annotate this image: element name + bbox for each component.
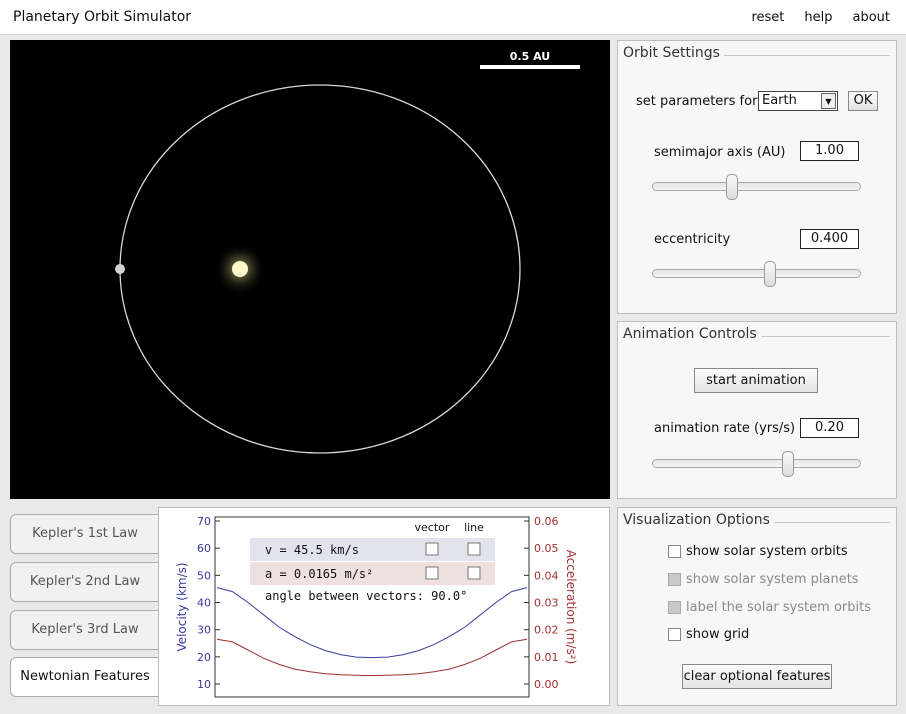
newtonian-panel: Velocity (km/s) Acceleration (m/s²) 70 60…: [158, 507, 610, 706]
app-title: Planetary Orbit Simulator: [13, 9, 192, 25]
top-menu: reset help about: [751, 10, 890, 25]
scale-label: 0.5 AU: [510, 50, 550, 63]
semimajor-label: semimajor axis (AU): [654, 145, 786, 160]
y2-tick-label: 0.02: [534, 624, 559, 637]
title-bar: Planetary Orbit Simulator reset help abo…: [0, 0, 906, 35]
panel-rule: [772, 522, 890, 523]
semimajor-slider[interactable]: [652, 182, 861, 191]
semimajor-input[interactable]: 1.00: [800, 141, 859, 161]
planet-select[interactable]: Earth ▼: [758, 91, 838, 111]
animation-rate-slider[interactable]: [652, 459, 861, 468]
panel-rule: [758, 336, 890, 337]
planet[interactable]: [115, 264, 125, 274]
planet-select-value: Earth: [762, 93, 797, 108]
clear-optional-features-button[interactable]: clear optional features: [682, 664, 832, 689]
y2-tick-label: 0.06: [534, 515, 559, 528]
orbit-view[interactable]: 0.5 AU: [10, 40, 610, 499]
panel-rule: [718, 55, 890, 56]
acceleration-series-line: [216, 638, 528, 677]
y-tick-label: 70: [197, 515, 211, 528]
newtonian-chart: Velocity (km/s) Acceleration (m/s²) 70 60…: [175, 515, 578, 698]
show-grid-label[interactable]: show grid: [686, 627, 750, 642]
y2-axis-label: Acceleration (m/s²): [564, 550, 578, 665]
sun: [232, 261, 248, 277]
tab-keplers-3rd-law[interactable]: Kepler's 3rd Law: [10, 610, 160, 650]
y-tick-label: 30: [197, 624, 211, 637]
y2-tick-label: 0.05: [534, 542, 559, 555]
y2-tick-label: 0.00: [534, 678, 559, 691]
about-link[interactable]: about: [852, 10, 890, 25]
orbit-ellipse: [119, 84, 521, 454]
acceleration-line-checkbox[interactable]: [467, 566, 481, 580]
y-tick-label: 40: [197, 597, 211, 610]
y-tick-label: 60: [197, 542, 211, 555]
reset-link[interactable]: reset: [751, 10, 785, 25]
velocity-line-checkbox[interactable]: [467, 542, 481, 556]
label-solar-orbits-label: label the solar system orbits: [686, 600, 871, 615]
set-params-label: set parameters for:: [636, 94, 762, 109]
animation-rate-label: animation rate (yrs/s): [654, 421, 796, 436]
y-tick-label: 10: [197, 678, 211, 691]
show-solar-planets-label: show solar system planets: [686, 572, 859, 587]
help-link[interactable]: help: [804, 10, 833, 25]
show-solar-orbits-label[interactable]: show solar system orbits: [686, 544, 848, 559]
orbit-settings-title: Orbit Settings: [623, 45, 724, 61]
orbit-settings-panel: Orbit Settings set parameters for: Earth…: [617, 40, 897, 314]
scale-bar: [480, 65, 580, 69]
eccentricity-input[interactable]: 0.400: [800, 229, 859, 249]
show-solar-orbits-checkbox[interactable]: [668, 545, 681, 558]
y-tick-label: 20: [197, 651, 211, 664]
semimajor-slider-thumb[interactable]: [726, 174, 738, 200]
angle-readout: angle between vectors: 90.0°: [265, 589, 467, 603]
tab-keplers-2nd-law[interactable]: Kepler's 2nd Law: [10, 562, 160, 602]
show-solar-planets-checkbox: [668, 573, 681, 586]
animation-controls-title: Animation Controls: [623, 326, 761, 342]
velocity-readout: v = 45.5 km/s: [265, 543, 359, 557]
tab-newtonian-features[interactable]: Newtonian Features: [10, 657, 159, 697]
visualization-options-panel: Visualization Options show solar system …: [617, 507, 897, 706]
acceleration-readout: a = 0.0165 m/s²: [265, 567, 373, 581]
y-tick-label: 50: [197, 569, 211, 582]
animation-rate-input[interactable]: 0.20: [800, 418, 859, 438]
tab-keplers-1st-law[interactable]: Kepler's 1st Law: [10, 514, 160, 554]
eccentricity-label: eccentricity: [654, 232, 731, 247]
eccentricity-slider-thumb[interactable]: [764, 261, 776, 287]
line-header: line: [464, 521, 484, 534]
animation-rate-slider-thumb[interactable]: [782, 451, 794, 477]
vector-header: vector: [415, 521, 450, 534]
y2-tick-label: 0.04: [534, 569, 559, 582]
show-grid-checkbox[interactable]: [668, 628, 681, 641]
y2-tick-label: 0.01: [534, 651, 559, 664]
y-axis-label: Velocity (km/s): [175, 562, 189, 651]
acceleration-vector-checkbox[interactable]: [425, 566, 439, 580]
animation-controls-panel: Animation Controls start animation anima…: [617, 321, 897, 499]
velocity-series-line: [216, 587, 528, 659]
velocity-vector-checkbox[interactable]: [425, 542, 439, 556]
eccentricity-slider[interactable]: [652, 269, 861, 278]
y2-tick-label: 0.03: [534, 597, 559, 610]
label-solar-orbits-checkbox: [668, 601, 681, 614]
start-animation-button[interactable]: start animation: [694, 368, 818, 393]
chevron-down-icon[interactable]: ▼: [821, 93, 836, 109]
ok-button[interactable]: OK: [848, 91, 878, 111]
visualization-options-title: Visualization Options: [623, 512, 774, 528]
